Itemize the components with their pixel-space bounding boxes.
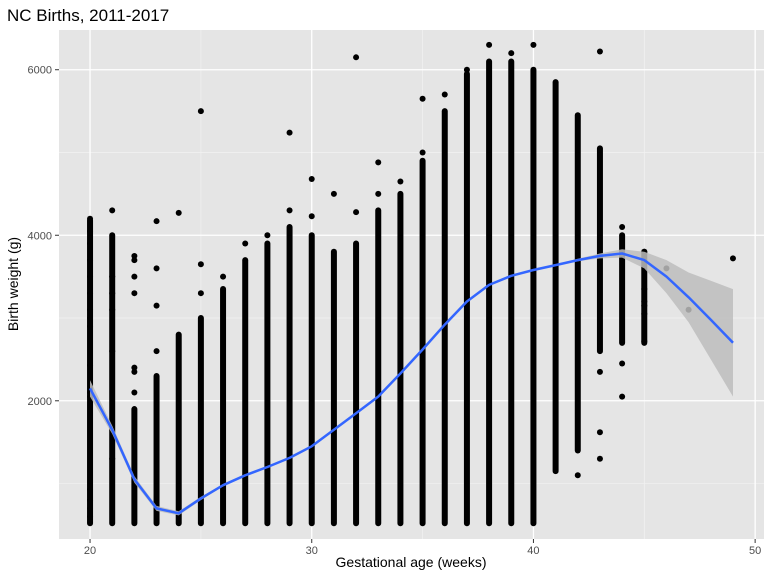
data-point: [87, 315, 94, 322]
data-point: [197, 261, 204, 268]
data-point: [419, 149, 426, 156]
data-point: [131, 273, 138, 280]
data-point: [109, 273, 116, 280]
x-tick-label: 30: [306, 545, 318, 557]
chart-title: NC Births, 2011-2017: [7, 6, 169, 25]
y-tick-label: 4000: [28, 230, 52, 242]
data-point: [87, 362, 94, 369]
data-point: [87, 215, 94, 222]
data-point: [131, 389, 138, 396]
data-point: [463, 66, 470, 73]
data-point: [596, 455, 603, 462]
data-point: [153, 348, 160, 355]
data-point: [641, 302, 648, 309]
data-point: [330, 190, 337, 197]
data-point: [641, 338, 648, 345]
data-point: [153, 218, 160, 225]
data-point: [87, 257, 94, 264]
y-axis-ticks: 2000 4000 6000: [28, 65, 59, 408]
data-point: [220, 273, 227, 280]
data-point: [131, 290, 138, 297]
data-point: [596, 48, 603, 55]
data-point: [353, 54, 360, 61]
data-point: [375, 159, 382, 166]
data-points: [87, 41, 736, 527]
data-point: [596, 429, 603, 436]
smooth-line: [88, 252, 734, 515]
data-point: [87, 497, 94, 504]
data-point: [441, 91, 448, 98]
data-point: [264, 232, 271, 239]
data-point: [109, 306, 116, 313]
x-tick-label: 40: [527, 545, 539, 557]
data-point: [153, 302, 160, 309]
data-point: [153, 265, 160, 272]
x-tick-label: 20: [84, 545, 96, 557]
data-point: [353, 209, 360, 216]
plot-panel: [59, 30, 764, 539]
data-point: [308, 213, 315, 220]
data-point: [197, 290, 204, 297]
data-point: [242, 240, 249, 247]
data-point: [109, 348, 116, 355]
data-point: [87, 323, 94, 330]
data-point: [87, 240, 94, 247]
data-point: [131, 257, 138, 264]
data-point: [131, 368, 138, 375]
y-tick-label: 6000: [28, 65, 52, 77]
data-point: [641, 310, 648, 317]
data-point: [641, 298, 648, 305]
data-point: [619, 393, 626, 400]
data-point: [131, 364, 138, 371]
data-point: [109, 290, 116, 297]
data-point: [87, 513, 94, 520]
data-point: [419, 95, 426, 102]
data-point: [197, 108, 204, 115]
data-point: [87, 228, 94, 235]
data-point: [286, 129, 293, 136]
data-point: [87, 306, 94, 313]
data-point: [109, 207, 116, 214]
data-point: [729, 255, 736, 262]
data-point: [308, 175, 315, 182]
data-point: [530, 41, 537, 48]
x-axis-ticks: 20 30 40 50: [84, 539, 761, 557]
data-point: [87, 505, 94, 512]
data-point: [596, 368, 603, 375]
data-point: [641, 286, 648, 293]
data-point: [109, 455, 116, 462]
data-point: [286, 207, 293, 214]
data-point: [131, 252, 138, 259]
x-axis-title: Gestational age (weeks): [336, 554, 487, 570]
data-point: [619, 360, 626, 367]
data-point: [574, 472, 581, 479]
data-point: [397, 178, 404, 185]
data-point: [375, 190, 382, 197]
data-point: [87, 486, 94, 493]
data-point: [508, 50, 515, 57]
data-point: [175, 209, 182, 216]
data-point: [87, 273, 94, 280]
data-point: [87, 290, 94, 297]
x-tick-label: 50: [749, 545, 761, 557]
y-tick-label: 2000: [28, 396, 52, 408]
smooth-confidence-band: [90, 249, 733, 516]
y-axis-title: Birth weight (g): [5, 237, 21, 331]
data-point: [619, 223, 626, 230]
data-point: [486, 41, 493, 48]
